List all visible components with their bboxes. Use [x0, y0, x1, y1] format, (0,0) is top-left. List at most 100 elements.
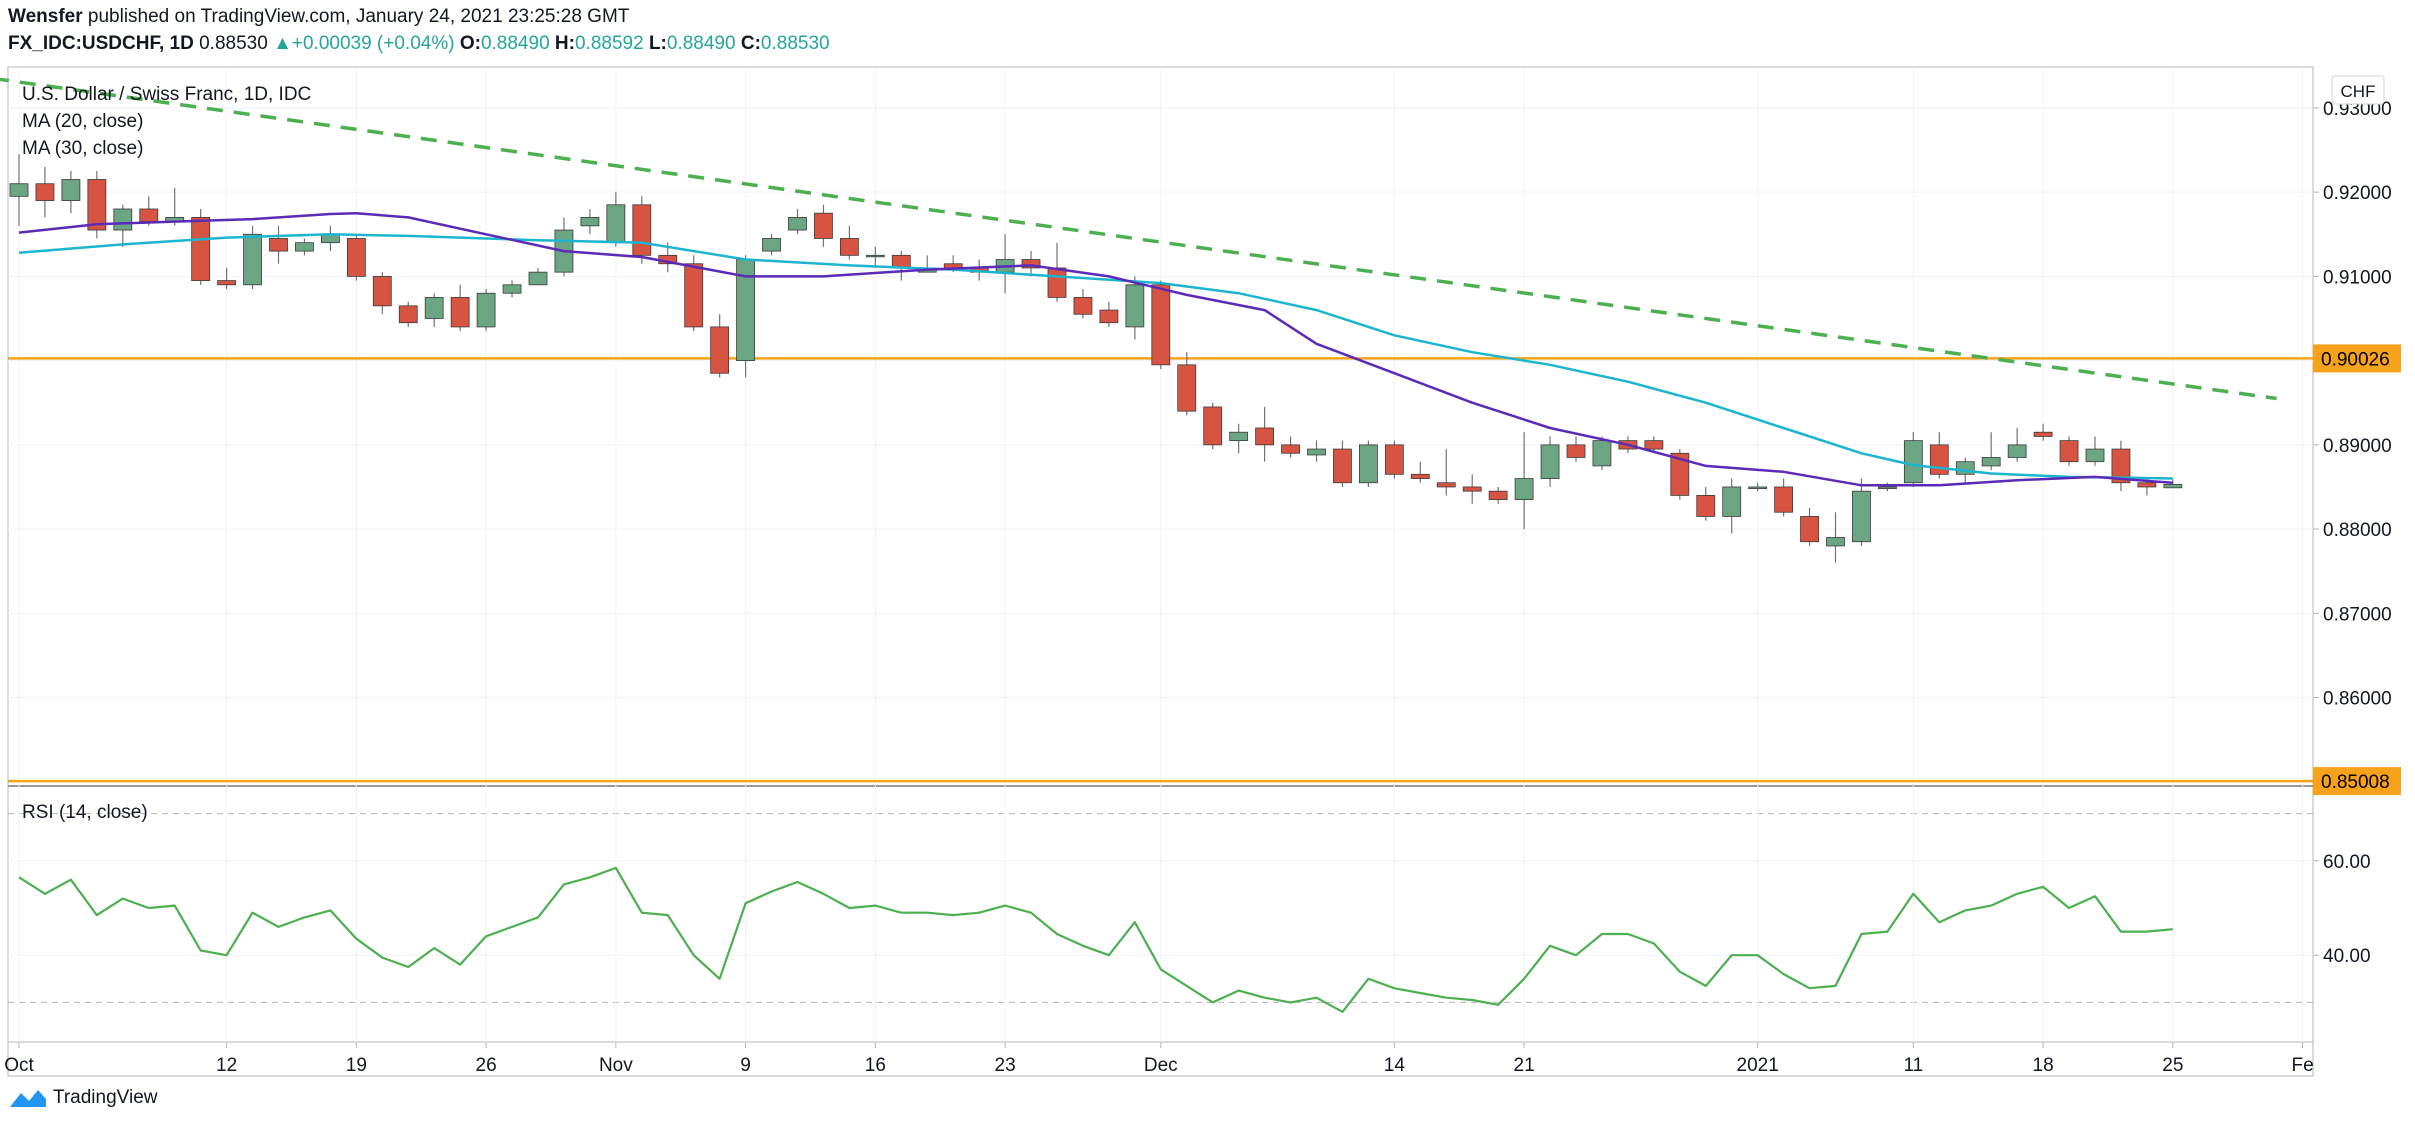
candle-body [372, 275, 392, 307]
ma20-line [18, 211, 2173, 487]
candle-body [1696, 494, 1716, 517]
legend-ma30: MA (30, close) [22, 138, 143, 159]
currency-button[interactable] [2331, 75, 2385, 105]
candle-body [1384, 444, 1404, 475]
x-tick-label: 11 [1903, 1055, 1923, 1076]
open-value: 0.88490 [480, 33, 550, 54]
level-price-tag [2313, 344, 2401, 373]
candle-body [1099, 309, 1119, 324]
trendline [0, 77, 2277, 401]
candle-body [1333, 448, 1352, 484]
x-tick-label: Fe [2292, 1055, 2314, 1076]
candle-body [1878, 486, 1897, 490]
candle-body [269, 238, 288, 252]
currency-button-label: CHF [2341, 82, 2376, 101]
high-label: H: [554, 33, 575, 54]
x-tick-label: Oct [4, 1055, 34, 1076]
rsi-tick-label: 60.00 [2323, 852, 2371, 873]
x-tick-label: 12 [216, 1055, 237, 1076]
candle-body [1826, 537, 1845, 547]
chart-border [7, 66, 2314, 1077]
candle-body [2033, 431, 2053, 437]
candle-body [1436, 482, 1456, 488]
y-tick-label: 0.86000 [2323, 689, 2392, 710]
candle-body [710, 326, 730, 374]
y-tick-label: 0.89000 [2323, 436, 2392, 457]
level-price-label: 0.90026 [2321, 349, 2390, 370]
candle-body [87, 179, 107, 231]
candle-body [1800, 516, 1819, 543]
published-text: published on TradingView.com, January 24… [87, 6, 630, 27]
candle-body [1047, 267, 1067, 298]
last-price: 0.88530 [199, 33, 268, 54]
legend-ma20: MA (20, close) [22, 111, 143, 132]
tradingview-logo-icon [10, 1090, 46, 1107]
x-tick-label: Nov [599, 1055, 633, 1076]
change-value: +0.00039 (+0.04%) [291, 33, 455, 54]
symbol-label: FX_IDC:USDCHF, 1D [8, 33, 194, 54]
candle-body [1125, 284, 1145, 328]
candle-body [1177, 364, 1197, 412]
candle-body [814, 212, 833, 239]
candle-body [865, 254, 885, 258]
candle-body [1722, 486, 1742, 517]
candle-body [476, 292, 496, 328]
x-tick-label: 25 [2162, 1055, 2183, 1076]
candle-body [1852, 490, 1871, 543]
candle-body [1644, 440, 1664, 450]
candle-body [217, 280, 237, 286]
candle-body [788, 217, 807, 231]
candle-body [1359, 444, 1378, 484]
candle-body [1540, 444, 1560, 479]
candle-body [2007, 444, 2027, 458]
candle-body [346, 238, 366, 277]
candle-body [139, 208, 159, 223]
candle-body [295, 242, 314, 252]
candle-body [1462, 486, 1482, 492]
candle-body [1670, 452, 1690, 496]
candle-body [191, 217, 211, 281]
rsi-title: RSI (14, close) [22, 802, 148, 823]
close-value: 0.88530 [760, 33, 830, 54]
x-tick-label: 19 [346, 1055, 367, 1076]
y-tick-label: 0.87000 [2323, 604, 2392, 625]
candle-body [1073, 297, 1093, 315]
candle-body [840, 238, 859, 256]
candle-body [1981, 457, 2001, 467]
candle-body [1774, 486, 1793, 513]
candle-body [398, 305, 418, 324]
candle-body [580, 217, 600, 227]
ma30-line [18, 233, 2173, 480]
candle-body [1592, 440, 1612, 467]
y-tick-label: 0.92000 [2323, 183, 2392, 204]
candle-body [502, 284, 522, 294]
candle-body [9, 183, 29, 197]
candle-body [528, 271, 548, 286]
candle-body [2085, 448, 2105, 463]
candle-body [1566, 444, 1586, 458]
candle-body [1281, 444, 1300, 454]
author-name[interactable]: Wensfer [8, 6, 83, 27]
x-tick-label: Dec [1144, 1055, 1178, 1076]
candle-body [1203, 406, 1223, 446]
x-tick-label: 14 [1384, 1055, 1406, 1076]
chart-title: U.S. Dollar / Swiss Franc, 1D, IDC [22, 84, 311, 105]
candle-body [61, 179, 81, 201]
candle-body [1514, 478, 1534, 500]
candle-body [1929, 444, 1949, 475]
open-label: O: [459, 33, 481, 54]
tradingview-brand[interactable]: TradingView [8, 1087, 158, 1109]
candle-body [606, 204, 626, 244]
candle-body [2137, 482, 2157, 488]
y-tick-label: 0.88000 [2323, 520, 2392, 541]
candle-body [632, 204, 652, 256]
candle-body [424, 297, 444, 319]
candle-body [1307, 448, 1326, 456]
candle-body [1229, 431, 1249, 442]
rsi-line [18, 866, 2173, 1013]
level-price-label: 0.85008 [2321, 772, 2390, 793]
rsi-tick-label: 40.00 [2323, 946, 2371, 967]
candle-body [1410, 473, 1430, 479]
candle-body [762, 238, 781, 252]
